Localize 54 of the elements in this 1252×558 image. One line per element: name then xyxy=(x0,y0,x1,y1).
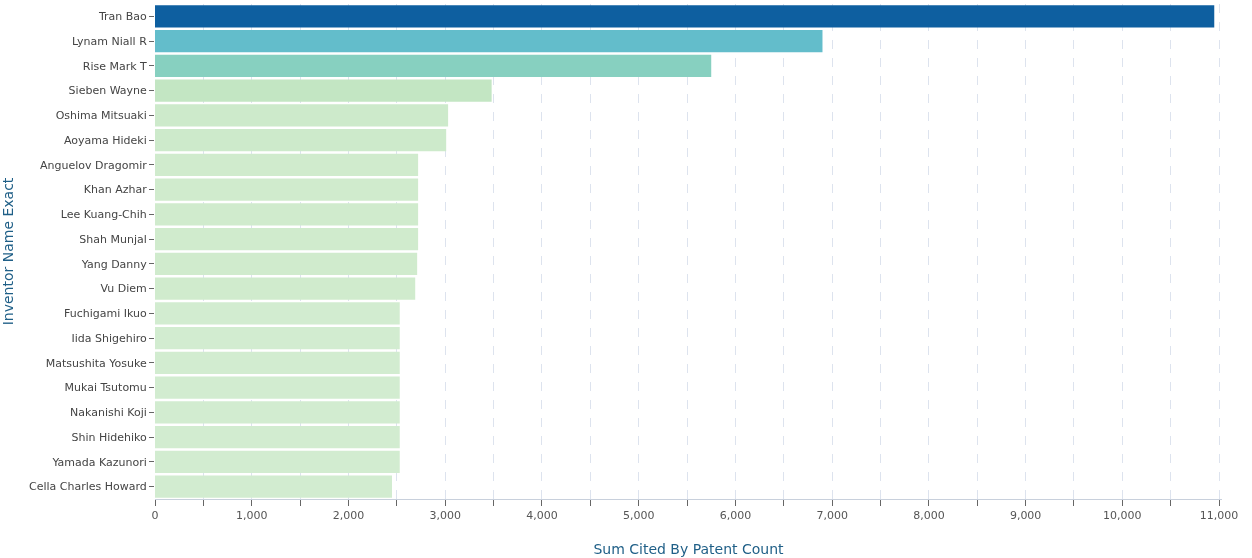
bar xyxy=(155,29,823,53)
y-tick-label: Shin Hidehiko xyxy=(71,430,148,444)
bar xyxy=(155,54,712,78)
x-tick-label: 6,000 xyxy=(719,509,752,523)
bar xyxy=(155,128,447,152)
x-tick-label: 1,000 xyxy=(235,509,268,523)
y-tick-label: Anguelov Dragomir xyxy=(40,158,148,172)
y-tick-label: Shah Munjal xyxy=(79,232,147,246)
bar xyxy=(155,326,400,350)
y-tick-label: Mukai Tsutomu xyxy=(64,381,147,395)
bar xyxy=(155,475,392,498)
y-tick-label: Nakanishi Koji xyxy=(70,406,147,420)
y-tick-label: Iida Shigehiro xyxy=(71,331,148,345)
bar xyxy=(155,227,419,251)
y-tick-label: Matsushita Yosuke xyxy=(45,356,148,370)
y-tick-label: Lynam Niall R xyxy=(71,34,148,48)
y-tick-label: Cella Charles Howard xyxy=(28,480,147,494)
x-tick-label: 4,000 xyxy=(526,509,558,523)
bar xyxy=(155,178,419,201)
y-tick-label: Yang Danny xyxy=(80,257,148,271)
bar xyxy=(155,79,492,102)
y-tick-label: Aoyama Hideki xyxy=(64,133,147,147)
bar xyxy=(155,104,449,127)
x-tick-label: 2,000 xyxy=(332,509,365,523)
y-tick-label: Oshima Mitsuaki xyxy=(55,109,147,123)
x-tick-label: 0 xyxy=(151,509,159,523)
y-tick-label: Fuchigami Ikuo xyxy=(64,307,148,321)
y-tick-label: Vu Diem xyxy=(100,282,147,296)
bar xyxy=(155,425,400,449)
bar xyxy=(155,450,400,474)
y-tick-label: Khan Azhar xyxy=(83,183,148,197)
y-tick-label: Lee Kuang-Chih xyxy=(60,208,147,222)
x-tick-label: 9,000 xyxy=(1009,509,1042,523)
x-tick-label: 3,000 xyxy=(429,509,461,523)
bar xyxy=(155,5,1215,28)
bar xyxy=(155,376,400,399)
y-tick-label: Yamada Kazunori xyxy=(51,455,147,469)
bar xyxy=(155,401,400,424)
y-axis-title: Inventor Name Exact xyxy=(0,177,16,326)
bar xyxy=(155,302,400,325)
y-tick-label: Sieben Wayne xyxy=(68,84,148,98)
x-axis-title: Sum Cited By Patent Count xyxy=(593,540,785,557)
x-tick-label: 8,000 xyxy=(913,509,945,523)
bar xyxy=(155,277,416,300)
x-tick-label: 5,000 xyxy=(622,509,655,523)
bar xyxy=(155,351,400,375)
bar xyxy=(155,252,418,276)
y-tick-label: Tran Bao xyxy=(97,10,148,24)
bar xyxy=(155,153,419,177)
bar xyxy=(155,203,419,226)
x-tick-label: 7,000 xyxy=(816,509,848,523)
x-tick-label: 11,000 xyxy=(1199,509,1239,523)
x-tick-label: 10,000 xyxy=(1103,509,1142,523)
y-tick-label: Rise Mark T xyxy=(82,59,148,73)
